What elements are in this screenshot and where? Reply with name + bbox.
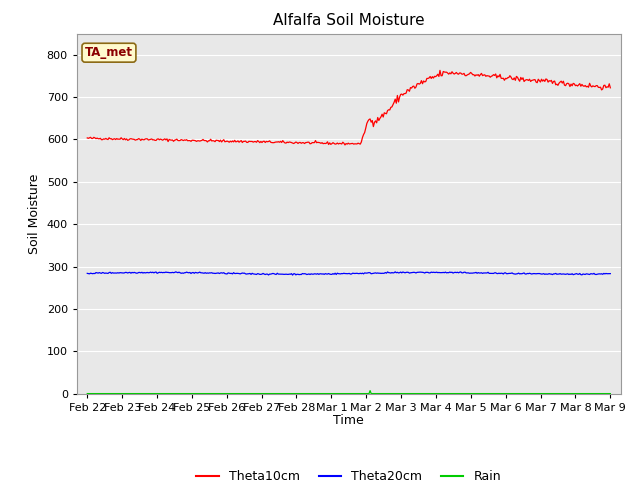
Theta10cm xyxy=(377,114,385,120)
Rain xyxy=(607,391,614,396)
Y-axis label: Soil Moisture: Soil Moisture xyxy=(28,173,41,254)
Rain xyxy=(304,391,312,396)
Theta10cm xyxy=(436,68,444,73)
Theta20cm xyxy=(607,271,614,276)
Theta20cm xyxy=(305,271,313,277)
Theta20cm xyxy=(246,271,254,276)
Theta10cm xyxy=(403,90,410,96)
Text: TA_met: TA_met xyxy=(85,46,133,59)
Rain xyxy=(469,391,477,396)
Theta10cm xyxy=(470,72,477,78)
Theta10cm xyxy=(304,139,312,145)
Theta20cm xyxy=(392,269,399,275)
X-axis label: Time: Time xyxy=(333,414,364,427)
Theta10cm xyxy=(561,82,568,88)
Rain xyxy=(403,391,410,396)
Line: Theta20cm: Theta20cm xyxy=(87,272,611,275)
Theta20cm xyxy=(289,272,296,278)
Title: Alfalfa Soil Moisture: Alfalfa Soil Moisture xyxy=(273,13,424,28)
Rain xyxy=(377,391,385,396)
Theta10cm xyxy=(341,142,349,148)
Rain xyxy=(83,391,91,396)
Theta20cm xyxy=(470,270,477,276)
Line: Rain: Rain xyxy=(87,391,611,394)
Theta20cm xyxy=(377,271,385,276)
Rain xyxy=(366,388,374,394)
Theta20cm xyxy=(561,271,568,277)
Theta20cm xyxy=(83,271,91,276)
Theta10cm xyxy=(83,135,91,141)
Theta10cm xyxy=(607,85,614,91)
Legend: Theta10cm, Theta20cm, Rain: Theta10cm, Theta20cm, Rain xyxy=(191,465,506,480)
Theta10cm xyxy=(246,139,254,144)
Line: Theta10cm: Theta10cm xyxy=(87,71,611,145)
Theta20cm xyxy=(403,269,411,275)
Rain xyxy=(246,391,254,396)
Rain xyxy=(559,391,567,396)
